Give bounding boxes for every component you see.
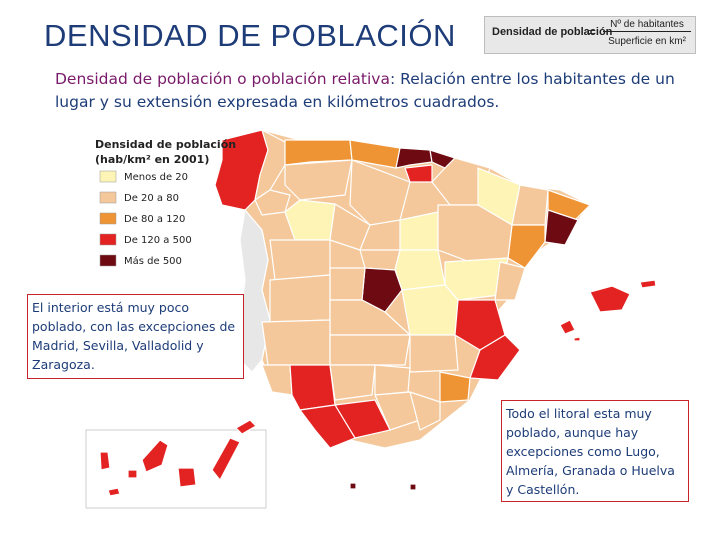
canary-islands-inset bbox=[85, 429, 267, 509]
legend-swatch bbox=[99, 254, 117, 267]
province-castellon bbox=[494, 261, 526, 301]
province-barcelona bbox=[544, 209, 579, 246]
island-lanzarote bbox=[235, 419, 257, 435]
province-almeria bbox=[409, 391, 441, 431]
province-ourense bbox=[254, 189, 291, 216]
province-cordoba bbox=[329, 364, 376, 401]
island-fuerteventura bbox=[211, 437, 241, 481]
province-guadalajara bbox=[394, 249, 446, 291]
island-tenerife bbox=[141, 439, 169, 473]
province-burgos bbox=[349, 159, 411, 226]
island-la-gomera bbox=[127, 469, 138, 479]
formula-lhs: Densidad de población bbox=[492, 26, 613, 38]
intro-definition: Densidad de población o población relati… bbox=[55, 68, 675, 114]
province-ciudad-real bbox=[329, 334, 411, 366]
legend-label: De 120 a 500 bbox=[124, 235, 192, 246]
legend-swatch bbox=[99, 191, 117, 204]
coast-note: Todo el litoral esta muy poblado, aunque… bbox=[501, 400, 689, 502]
province-teruel bbox=[444, 257, 509, 301]
province-caceres bbox=[269, 274, 331, 323]
interior-note: El interior está muy poco poblado, con l… bbox=[27, 294, 244, 379]
island-gran-canaria bbox=[177, 467, 197, 488]
legend-swatch bbox=[99, 212, 117, 225]
island-menorca bbox=[639, 279, 657, 289]
province-bizkaia bbox=[395, 147, 433, 169]
province-murcia bbox=[439, 371, 471, 403]
legend-title-line1: Densidad de población bbox=[95, 138, 236, 151]
province-huelva bbox=[261, 364, 293, 396]
province-tarragona bbox=[507, 224, 546, 269]
island-el-hierro bbox=[107, 487, 121, 497]
legend-swatch bbox=[99, 170, 117, 183]
map-legend: Densidad de población (hab/km² en 2001) … bbox=[95, 138, 236, 267]
island-formentera bbox=[573, 336, 581, 342]
island-la-palma bbox=[99, 451, 111, 471]
legend-swatch bbox=[99, 233, 117, 246]
legend-title-line2: (hab/km² en 2001) bbox=[95, 153, 209, 166]
legend-label: Más de 500 bbox=[124, 255, 182, 267]
province-sevilla bbox=[289, 364, 336, 411]
province-alava bbox=[404, 164, 433, 183]
intro-text: : Relación entre los habitantes de un lu… bbox=[55, 70, 675, 111]
province-alicante bbox=[469, 334, 521, 381]
density-formula-box: Densidad de población = Nº de habitantes… bbox=[484, 16, 696, 54]
legend-label: De 20 a 80 bbox=[124, 193, 179, 204]
page-title: DENSIDAD DE POBLACIÓN bbox=[44, 18, 456, 53]
province-salamanca bbox=[269, 239, 331, 281]
province-cadiz bbox=[299, 404, 356, 449]
intro-term: Densidad de población o población relati… bbox=[55, 70, 390, 88]
province-albacete bbox=[409, 334, 459, 373]
legend-label: De 80 a 120 bbox=[124, 214, 185, 225]
island-mallorca bbox=[589, 285, 631, 313]
ceuta bbox=[349, 482, 357, 490]
province-segovia bbox=[359, 249, 401, 271]
province-zamora bbox=[284, 199, 336, 241]
legend-label: Menos de 20 bbox=[124, 172, 188, 183]
formula-numerator: Nº de habitantes bbox=[603, 19, 691, 32]
province-avila bbox=[329, 267, 366, 301]
formula-denominator: Superficie en km² bbox=[608, 36, 686, 47]
province-leon bbox=[284, 159, 353, 201]
formula-equals: = bbox=[588, 25, 596, 39]
island-ibiza bbox=[559, 319, 576, 335]
province-jaen bbox=[374, 364, 411, 396]
province-cuenca bbox=[401, 284, 459, 336]
province-badajoz bbox=[261, 319, 331, 366]
portugal-outline bbox=[239, 209, 271, 373]
melilla bbox=[409, 483, 417, 491]
